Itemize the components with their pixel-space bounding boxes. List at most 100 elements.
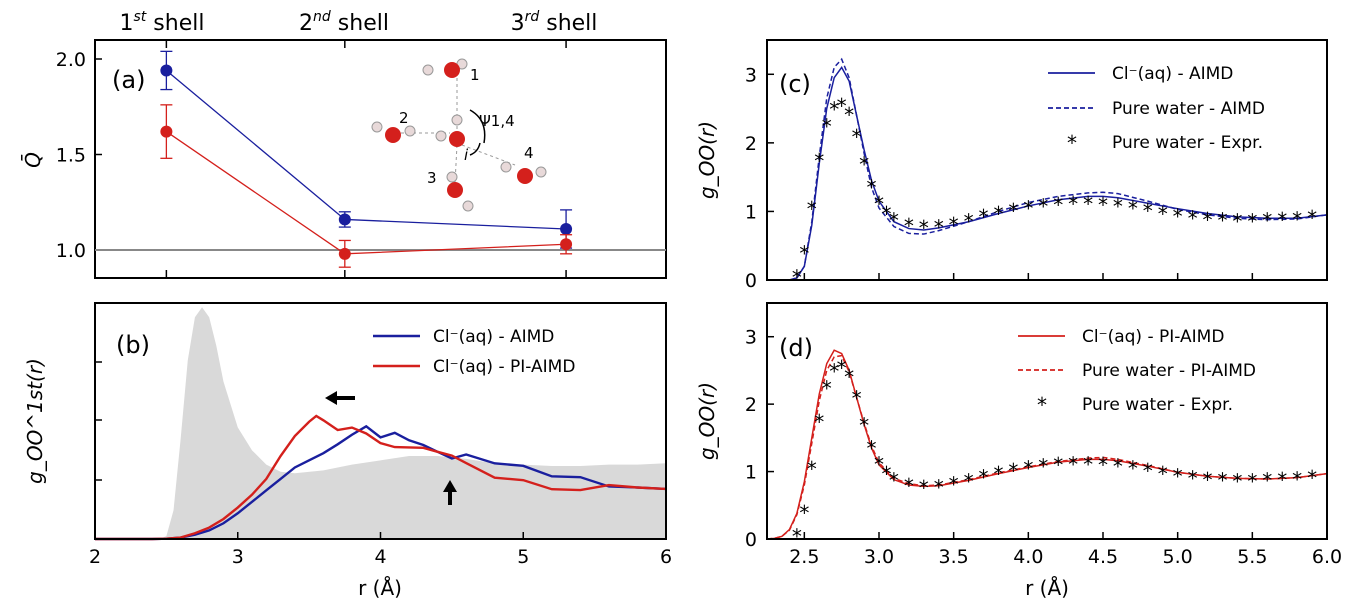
- c-series-expr-point: *: [904, 214, 914, 238]
- legend-b-entry-aimd: Cl⁻(aq) - AIMD: [433, 327, 554, 347]
- panel-label-c: (c): [779, 70, 811, 98]
- d-series-ytick-label: 1: [745, 462, 757, 484]
- d-series-series-pi-dashed: [766, 354, 1328, 540]
- d-series-expr-point: *: [1307, 466, 1317, 490]
- d-series-expr-point: *: [1277, 468, 1287, 492]
- c-series-expr-point: *: [859, 152, 869, 176]
- d-series-expr-point: *: [1023, 457, 1033, 481]
- xlabel-d: r (Å): [1025, 576, 1069, 600]
- b-xtick-label: 3: [232, 546, 244, 568]
- b-series-pi-line: [95, 414, 667, 541]
- d-series-expr-point: *: [1247, 469, 1257, 493]
- c-series-expr-point: *: [852, 125, 862, 149]
- inset-label-1: 1: [470, 66, 480, 84]
- d-series-xtick-label: 5.5: [1237, 546, 1267, 568]
- legend-d-entry-0: Cl⁻(aq) - PI-AIMD: [1082, 327, 1224, 347]
- c-series-expr-point: *: [949, 213, 959, 237]
- water-molecule-2: [371, 121, 416, 143]
- panel-b: 2 3 4 5 6 (b) g_OO^1st(r) r (Å) Cl⁻(aq) - AI…: [23, 302, 672, 600]
- b-gray-reference-area: [95, 307, 666, 539]
- panel-d: ************** * * * * * * * * * * * * * * * * * * * * * * * * * *…: [695, 302, 1342, 600]
- d-series-expr-point: *: [979, 465, 989, 489]
- a-ytick-label: 1.5: [56, 145, 86, 167]
- d-series-xtick-label: 4.5: [1088, 546, 1118, 568]
- header-1st-shell: 1st shell: [120, 9, 205, 36]
- panel-c: ************** * * * * * * * * * * * * * * * * * * * * * * * * * *…: [695, 39, 1328, 292]
- d-series-expr-point: *: [1292, 467, 1302, 491]
- c-series-expr-point: *: [993, 202, 1003, 226]
- d-series-expr-point: *: [1173, 465, 1183, 489]
- c-series-expr-point: *: [1158, 202, 1168, 226]
- legend-c-entry-2: Pure water - Expr.: [1112, 133, 1263, 153]
- b-series-aimd-line: [95, 424, 667, 541]
- d-series-expr-point: *: [1203, 468, 1213, 492]
- ylabel-c: g_OO(r): [695, 121, 719, 199]
- d-series-expr-point: *: [949, 473, 959, 497]
- inset-label-2: 2: [399, 109, 409, 127]
- panel-label-a: (a): [112, 66, 145, 94]
- d-series-xtick-label: 5.0: [1163, 546, 1193, 568]
- c-series-expr-point: *: [1188, 207, 1198, 231]
- c-series-expr-point: *: [1098, 193, 1108, 217]
- header-3rd-shell: 3rd shell: [511, 9, 598, 36]
- c-series-expr-point: *: [1307, 206, 1317, 230]
- d-series-expr-point: *: [889, 469, 899, 493]
- panel-label-b: (b): [116, 331, 150, 359]
- c-series-expr-point: *: [874, 192, 884, 216]
- d-series-expr-point: *: [1188, 467, 1198, 491]
- a-point-aimd: [560, 222, 573, 235]
- b-xtick-label: 4: [374, 546, 386, 568]
- c-series-expr-point: *: [1143, 199, 1153, 223]
- panel-a: 1.0 1.5 2.0 (a) Q̄: [20, 39, 667, 279]
- d-series-expr-point: *: [874, 452, 884, 476]
- d-series-expr-point: *: [799, 501, 809, 525]
- b-xtick-label: 2: [89, 546, 101, 568]
- d-series-series-pi-solid: [766, 349, 1328, 540]
- d-series-expr-point: *: [1038, 455, 1048, 479]
- d-series-expr-point: *: [807, 457, 817, 481]
- legend-c-entry-0: Cl⁻(aq) - AIMD: [1112, 64, 1233, 84]
- c-series-expr-point: *: [837, 94, 847, 118]
- inset-label-4: 4: [524, 144, 534, 162]
- d-series-expr-point: *: [859, 413, 869, 437]
- c-series-expr-point: *: [1083, 192, 1093, 216]
- c-series-expr-point: *: [1053, 193, 1063, 217]
- c-series-expr-point: *: [1277, 208, 1287, 232]
- c-series-expr-point: *: [1232, 209, 1242, 233]
- c-series-expr-point: *: [844, 103, 854, 127]
- c-series-expr-point: *: [881, 202, 891, 226]
- d-series-expr-point: *: [934, 475, 944, 499]
- d-series-xtick-label: 2.5: [789, 546, 819, 568]
- d-series-expr-point: *: [844, 365, 854, 389]
- c-series-expr-point: *: [867, 176, 877, 200]
- c-series-expr-point: *: [979, 205, 989, 229]
- c-series-expr-point: *: [792, 266, 802, 290]
- d-series-expr-point: *: [1098, 453, 1108, 477]
- d-series-expr-point: *: [1053, 453, 1063, 477]
- c-series-expr-point: *: [1217, 209, 1227, 233]
- c-series-expr-point: *: [799, 242, 809, 266]
- panel-label-d: (d): [779, 334, 813, 362]
- c-series-expr-point: *: [1068, 192, 1078, 216]
- d-series-expr-point: *: [822, 376, 832, 400]
- a-series-pi-line: [166, 131, 567, 255]
- d-series-expr-point: *: [867, 436, 877, 460]
- d-series-expr-point: *: [1262, 469, 1272, 493]
- d-series-expr-point: *: [1143, 459, 1153, 483]
- c-series-expr-point: *: [1128, 196, 1138, 220]
- header-2nd-shell: 2nd shell: [299, 9, 389, 36]
- d-series-expr-point: *: [919, 476, 929, 500]
- inset-label-3: 3: [427, 169, 437, 187]
- c-series-series-aimd-dashed: [774, 57, 1328, 281]
- c-series-expr-point: *: [829, 98, 839, 122]
- water-molecule-4: [500, 161, 547, 184]
- d-series-expr-point: *: [1083, 452, 1093, 476]
- d-series-ytick-label: 3: [745, 327, 757, 349]
- d-series-expr-point: *: [993, 462, 1003, 486]
- legend-b: Cl⁻(aq) - AIMD Cl⁻(aq) - PI-AIMD: [373, 327, 575, 377]
- c-series-expr-point: *: [1023, 196, 1033, 220]
- c-series-expr-point: *: [814, 149, 824, 173]
- c-series-expr-point: *: [1203, 208, 1213, 232]
- d-series-expr-point: *: [829, 359, 839, 383]
- d-series-xtick-label: 3.0: [864, 546, 894, 568]
